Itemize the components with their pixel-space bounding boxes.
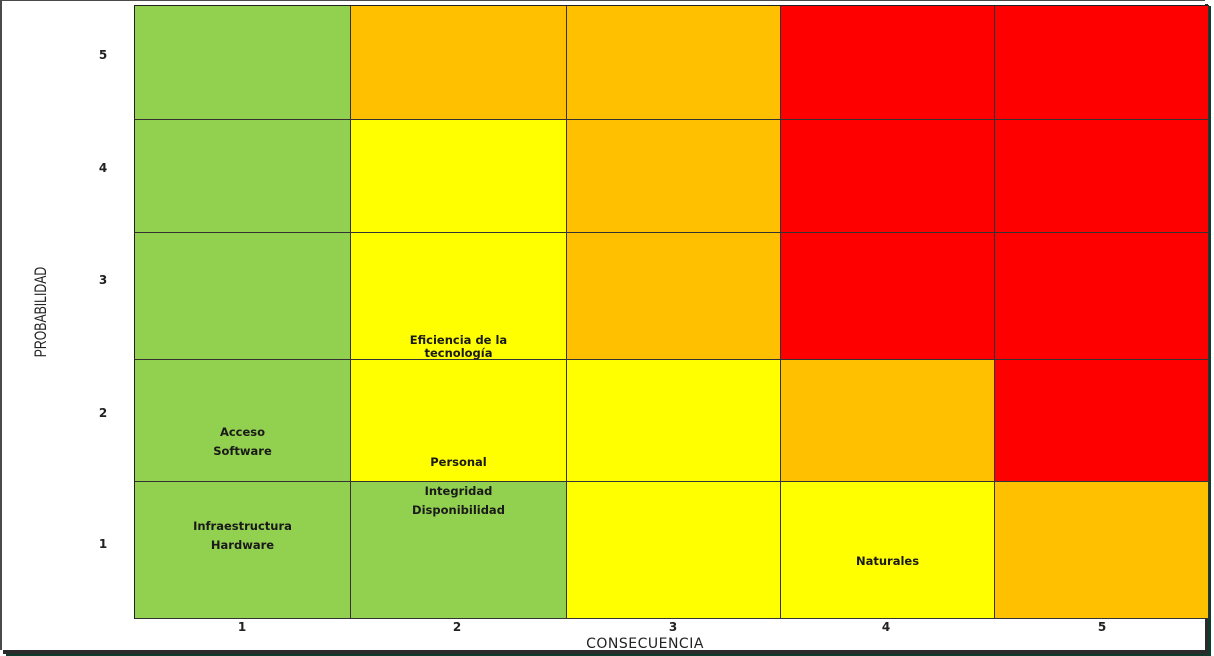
risk-label-line: Integridad xyxy=(424,484,493,498)
cell-p4-c4 xyxy=(781,120,995,233)
cell-p2-c2: Personal xyxy=(351,360,567,482)
x-tick-label: 5 xyxy=(1097,620,1107,634)
cell-p3-c3 xyxy=(567,233,781,360)
y-axis-title: PROBABILIDAD xyxy=(31,266,50,358)
y-tick-label: 5 xyxy=(98,48,108,62)
risk-label-line: Infraestructura xyxy=(193,519,292,533)
cell-p1-c1: Infraestructura Hardware xyxy=(135,482,351,619)
cell-p3-c4 xyxy=(781,233,995,360)
risk-label-line: Personal xyxy=(430,455,487,469)
cell-p5-c4 xyxy=(781,6,995,120)
risk-label-line: Eficiencia de la xyxy=(409,333,508,347)
cell-p4-c1 xyxy=(135,120,351,233)
cell-p3-c1 xyxy=(135,233,351,360)
risk-label-infraestructura: Infraestructura Hardware xyxy=(135,517,350,555)
cell-p1-c2: Integridad Disponibilidad xyxy=(351,482,567,619)
cell-p5-c3 xyxy=(567,6,781,120)
cell-p4-c5 xyxy=(995,120,1209,233)
cell-p1-c5 xyxy=(995,482,1209,619)
x-tick-label: 1 xyxy=(237,620,247,634)
risk-label-line: Disponibilidad xyxy=(412,503,505,517)
cell-p5-c2 xyxy=(351,6,567,120)
y-tick-label: 4 xyxy=(98,161,108,175)
cell-p4-c3 xyxy=(567,120,781,233)
cell-p5-c5 xyxy=(995,6,1209,120)
risk-label-acceso: Acceso Software xyxy=(135,423,350,461)
risk-label-line: Acceso xyxy=(219,425,266,439)
risk-label-line: Naturales xyxy=(855,554,920,568)
cell-p4-c2 xyxy=(351,120,567,233)
cell-p3-c2: Eficiencia de la tecnología xyxy=(351,233,567,360)
risk-label-eficiencia: Eficiencia de la tecnología xyxy=(351,334,566,360)
cell-p1-c4: Naturales xyxy=(781,482,995,619)
cell-p1-c3 xyxy=(567,482,781,619)
risk-label-personal: Personal xyxy=(351,453,566,472)
cell-p2-c1: Acceso Software xyxy=(135,360,351,482)
x-tick-label: 2 xyxy=(452,620,462,634)
x-tick-label: 3 xyxy=(668,620,678,634)
risk-label-naturales: Naturales xyxy=(781,552,994,571)
risk-label-line: Software xyxy=(213,444,272,458)
cell-p2-c4 xyxy=(781,360,995,482)
risk-label-integridad: Integridad Disponibilidad xyxy=(351,482,566,520)
y-tick-label: 1 xyxy=(98,537,108,551)
x-axis-title: CONSECUENCIA xyxy=(586,636,704,652)
risk-matrix-grid: Eficiencia de la tecnología Acceso Softw… xyxy=(134,5,1209,619)
x-tick-label: 4 xyxy=(881,620,891,634)
cell-p3-c5 xyxy=(995,233,1209,360)
y-tick-label: 3 xyxy=(98,273,108,287)
cell-p2-c3 xyxy=(567,360,781,482)
cell-p5-c1 xyxy=(135,6,351,120)
y-tick-label: 2 xyxy=(98,406,108,420)
risk-label-line: Hardware xyxy=(210,538,275,552)
cell-p2-c5 xyxy=(995,360,1209,482)
risk-label-line: tecnología xyxy=(424,346,493,360)
